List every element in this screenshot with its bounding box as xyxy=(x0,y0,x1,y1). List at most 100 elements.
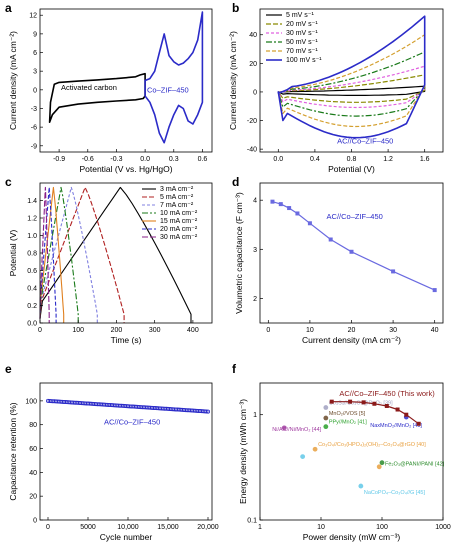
panel-d-point xyxy=(328,237,333,242)
panel-e-axes-box xyxy=(39,382,213,521)
panel-c-gcd-curve-1 xyxy=(39,186,125,323)
panel-a-ytick-label: 12 xyxy=(29,13,37,20)
panel-f-letter: f xyxy=(232,362,237,376)
panel-d-xtick-label: 30 xyxy=(389,327,397,334)
panel-a-ytick-label: -3 xyxy=(31,106,37,113)
panel-a-ytick-label: 6 xyxy=(33,50,37,57)
panel-e-xtick-label: 20,000 xyxy=(197,524,219,531)
panel-e-xtick-label: 0 xyxy=(46,524,50,531)
panel-d-point xyxy=(391,269,396,274)
panel-d-point xyxy=(270,199,275,204)
panel-c-gcd-curve-6 xyxy=(39,186,50,323)
panel-f-ref-point xyxy=(376,464,382,470)
panel-d-xtick-label: 10 xyxy=(306,327,314,334)
panel-f-ref-label: PPy//MnO₂ [41] xyxy=(329,420,367,426)
panel-f-ref-label: MnO₂//VOS [5] xyxy=(329,411,366,417)
panel-f-ref-point xyxy=(323,424,329,430)
panel-d-ylabel: Volumetric capacitance (F cm⁻³) xyxy=(234,192,244,314)
panel-f-ref-point xyxy=(358,483,364,489)
panel-c-xtick-label: 300 xyxy=(149,327,161,334)
panel-a-annotation-ac: Activated carbon xyxy=(61,83,117,92)
panel-b-ylabel: Current density (mA cm⁻²) xyxy=(228,31,238,130)
panel-e-point xyxy=(205,409,210,414)
panel-b-cv-curve-1 xyxy=(277,74,426,103)
panel-d-point xyxy=(295,211,300,216)
panel-c-ytick-label: 1.4 xyxy=(27,198,37,205)
panel-d-ytick-label: 3 xyxy=(253,247,257,254)
panel-f-ref-point xyxy=(312,446,318,452)
panel-a-ytick-label: 9 xyxy=(33,31,37,38)
panel-a-xtick-label: -0.3 xyxy=(110,156,122,163)
panel-f-thiswork-label: AC//Co–ZIF–450 (This work) xyxy=(339,389,435,398)
panel-a-xtick-label: 0.6 xyxy=(198,156,208,163)
panel-e-ytick-label: 100 xyxy=(25,398,37,405)
panel-a-xtick-label: 0.3 xyxy=(169,156,179,163)
panel-c-legend-label: 7 mA cm⁻² xyxy=(160,202,194,209)
panel-c-letter: c xyxy=(5,175,12,189)
panel-b-xtick-label: 1.2 xyxy=(383,156,393,163)
panel-e-annotation: AC//Co–ZIF–450 xyxy=(104,418,160,427)
panel-c-gcd-curve-3 xyxy=(39,186,79,323)
panel-a: a -0.9 -0.6 -0.3 0.0 0.3 0.6 12 9 6 3 0 -3 -6 -9 Potent… xyxy=(5,1,213,174)
panel-f-xlabel: Power density (mW cm⁻³) xyxy=(303,532,401,542)
panel-e-ytick-label: 20 xyxy=(29,494,37,501)
panel-f-ytick-label: 0.1 xyxy=(247,518,257,525)
panel-f-ref-label: Co₃S₄//Co₃O₄@RuO₂ [39] xyxy=(329,401,393,407)
panel-c-legend-label: 20 mA cm⁻² xyxy=(160,226,198,233)
panel-d-letter: d xyxy=(232,175,239,189)
panel-b-legend-label: 20 mV s⁻¹ xyxy=(286,21,318,28)
panel-b-ytick-label: -40 xyxy=(247,147,257,154)
panel-c-ytick-label: 1.2 xyxy=(27,216,37,223)
panel-c-gcd-curve-4 xyxy=(39,186,65,323)
panel-a-cv-curve-1 xyxy=(144,11,204,144)
panel-e-xlabel: Cycle number xyxy=(100,532,153,542)
panel-b-xtick-label: 0.8 xyxy=(347,156,357,163)
panel-d-xlabel: Current density (mA cm⁻²) xyxy=(302,335,401,345)
panel-f-thiswork-point xyxy=(348,399,353,404)
panel-f-ref-point xyxy=(323,415,329,421)
panel-a-ytick-label: 3 xyxy=(33,69,37,76)
panel-b-xlabel: Potential (V) xyxy=(328,164,375,174)
panel-c-gcd-curve-5 xyxy=(39,186,57,323)
panel-e-ytick-label: 80 xyxy=(29,422,37,429)
panel-f-xtick-label: 1 xyxy=(258,524,262,531)
panel-e-letter: e xyxy=(5,362,12,376)
panel-b-ytick-label: -20 xyxy=(247,118,257,125)
panel-c-xtick-label: 400 xyxy=(187,327,199,334)
panel-e: e 0 5000 10,000 15,000 20,000 100 80 60 40 20 0 Cycl… xyxy=(5,362,219,542)
panel-a-ytick-label: -9 xyxy=(31,143,37,150)
panel-f-thiswork-point xyxy=(395,407,400,412)
panel-b-ytick-label: 40 xyxy=(249,32,257,39)
panel-f-thiswork-point xyxy=(361,400,366,405)
panel-e-xtick-label: 5000 xyxy=(80,524,96,531)
panel-f-xtick-label: 100 xyxy=(376,524,388,531)
panel-b-legend-label: 100 mV s⁻¹ xyxy=(286,57,322,64)
panel-a-ytick-label: -6 xyxy=(31,125,37,132)
panel-f-thiswork-point xyxy=(416,421,421,426)
panel-a-annotation-zif: Co–ZIF–450 xyxy=(147,85,189,94)
panel-c-gcd-curve-0 xyxy=(39,186,192,323)
panel-b-annotation: AC//Co–ZIF–450 xyxy=(337,136,393,145)
panel-a-ylabel: Current density (mA cm⁻²) xyxy=(8,31,18,130)
panel-b-legend-label: 50 mV s⁻¹ xyxy=(286,39,318,46)
panel-c-legend-label: 3 mA cm⁻² xyxy=(160,186,194,193)
panel-c-legend-label: 5 mA cm⁻² xyxy=(160,194,194,201)
panel-d-xtick-label: 40 xyxy=(431,327,439,334)
panel-b-cv-curve-5 xyxy=(277,15,426,139)
panel-e-ytick-label: 60 xyxy=(29,446,37,453)
panel-c-legend-label: 15 mA cm⁻² xyxy=(160,218,198,225)
panel-d-ytick-label: 4 xyxy=(253,198,257,205)
panel-e-point xyxy=(204,409,209,414)
panel-c-ytick-label: 0.8 xyxy=(27,251,37,258)
panel-c-gcd-curve-2 xyxy=(39,186,98,323)
panel-f-ytick-label: 1 xyxy=(253,412,257,419)
panel-c-legend-label: 30 mA cm⁻² xyxy=(160,234,198,241)
panel-f-ref-label: Ni/AC//Ni/MnO₂ [44] xyxy=(272,427,321,433)
panel-b-cv-curve-2 xyxy=(277,65,426,109)
panel-b-xtick-label: 1.6 xyxy=(420,156,430,163)
panel-d-xtick-label: 20 xyxy=(348,327,356,334)
panel-a-ytick-label: 0 xyxy=(33,87,37,94)
panel-f-ref-point xyxy=(281,425,287,431)
panel-f-ref-label: Fe₂O₃@PANI//PANI [42] xyxy=(385,462,445,468)
